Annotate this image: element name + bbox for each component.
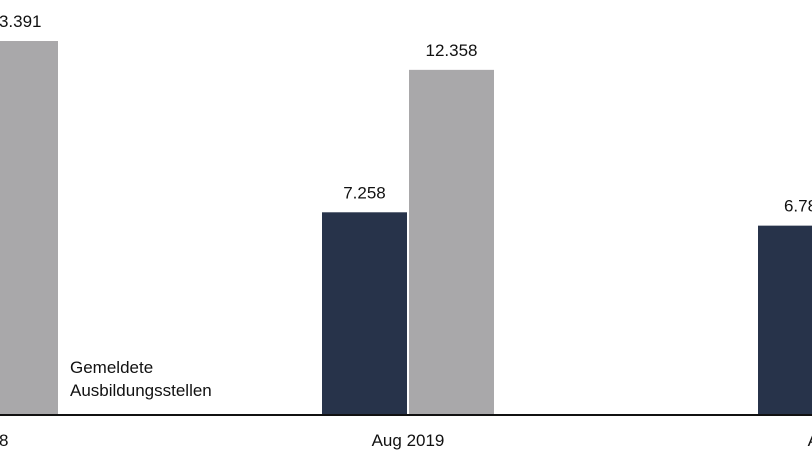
value-label: 6.78 [784, 197, 812, 216]
legend-label: Gemeldete Ausbildungsstellen [70, 358, 212, 400]
bar [0, 41, 58, 416]
x-tick-label: Aug 2019 [372, 431, 445, 450]
bar [758, 225, 812, 415]
value-label: 13.391 [0, 12, 42, 31]
value-label: 7.258 [343, 183, 386, 202]
x-tick-label: Aug 2018 [0, 431, 8, 450]
value-label: 12.358 [426, 41, 478, 60]
bar [409, 69, 494, 416]
x-tick-label: Aug 2020 [808, 431, 812, 450]
bar [322, 212, 407, 415]
